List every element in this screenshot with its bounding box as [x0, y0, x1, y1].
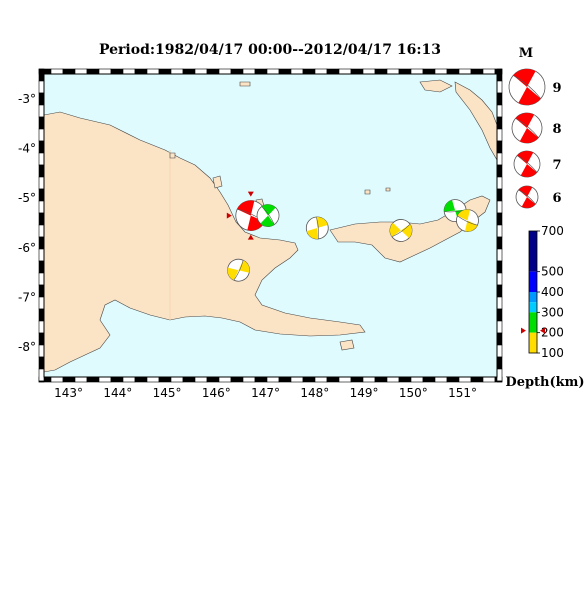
earthquake-events	[226, 191, 479, 282]
marker-arrow-bottom	[247, 234, 254, 240]
lat-tick-label: -8°	[18, 340, 36, 354]
event-4	[227, 258, 250, 282]
karkar-island	[169, 152, 176, 159]
new-hanover-island	[419, 79, 453, 93]
lat-tick-label: -5°	[18, 191, 36, 205]
magnitude-legend-label: 7	[552, 158, 561, 173]
magnitude-legend-ball	[508, 68, 546, 106]
lat-tick-label: -6°	[18, 241, 36, 255]
latitude-labels: -3° -4° -5° -6° -7° -8°	[18, 92, 36, 354]
depth-color-band	[529, 302, 537, 313]
lon-tick-label: 143°	[54, 386, 83, 400]
lat-tick-label: -7°	[18, 291, 36, 305]
d-entrecasteaux-island	[339, 339, 355, 351]
new-ireland-island	[454, 81, 497, 161]
depth-tick-label: 300	[541, 305, 564, 319]
event-2	[256, 204, 280, 227]
lon-tick-label: 148°	[300, 386, 329, 400]
marker-arrow-top	[247, 191, 254, 197]
lon-tick-label: 149°	[350, 386, 379, 400]
lon-tick-label: 144°	[103, 386, 132, 400]
marker-arrow-left	[226, 212, 232, 219]
depth-unit-label: Depth(km)	[505, 375, 584, 390]
event-3	[305, 216, 329, 240]
witu-island	[364, 189, 371, 195]
depth-tick-label: 500	[541, 265, 564, 279]
magnitude-legend-label: 6	[552, 191, 561, 206]
lon-tick-label: 145°	[153, 386, 182, 400]
depth-color-band	[529, 271, 537, 292]
depth-color-band	[529, 231, 537, 272]
map-title: Period:1982/04/17 00:00--2012/04/17 16:1…	[99, 42, 441, 58]
magnitude-legend: 9 8 7 6	[508, 68, 562, 209]
manus-island	[239, 81, 251, 87]
map-frame	[38, 68, 503, 383]
depth-legend: 700 500 400 300 200 100	[521, 224, 564, 360]
legend: M 9 8 7 6 700 500 400 300 200 100 Depth(km)	[505, 46, 584, 390]
new-guinea-mainland	[44, 111, 366, 373]
magnitude-legend-label: 8	[552, 122, 561, 137]
lon-tick-label: 150°	[399, 386, 428, 400]
depth-color-band	[529, 292, 537, 303]
magnitude-legend-ball	[513, 150, 541, 178]
lat-tick-label: -3°	[18, 92, 36, 106]
longitude-labels: 143° 144° 145° 146° 147° 148° 149° 150° 151°	[54, 386, 477, 400]
depth-color-band	[529, 332, 537, 353]
depth-tick-label: 200	[541, 326, 564, 340]
lon-tick-label: 146°	[202, 386, 231, 400]
depth-tick-label: 100	[541, 346, 564, 360]
event-7	[456, 209, 479, 232]
duke-of-york-island	[385, 187, 391, 192]
magnitude-legend-ball	[515, 185, 539, 209]
event-5	[389, 219, 413, 242]
lat-tick-label: -4°	[18, 142, 36, 156]
depth-marker-left	[521, 327, 526, 334]
depth-tick-label: 400	[541, 285, 564, 299]
long-island	[212, 175, 223, 189]
magnitude-legend-label: 9	[552, 81, 561, 96]
magnitude-legend-title: M	[519, 46, 533, 61]
event-1	[235, 200, 267, 231]
depth-color-band	[529, 312, 537, 333]
depth-marker-right	[540, 327, 545, 334]
depth-tick-label: 700	[541, 224, 564, 238]
lon-tick-label: 147°	[251, 386, 280, 400]
lon-tick-label: 151°	[448, 386, 477, 400]
magnitude-legend-ball	[511, 112, 543, 144]
